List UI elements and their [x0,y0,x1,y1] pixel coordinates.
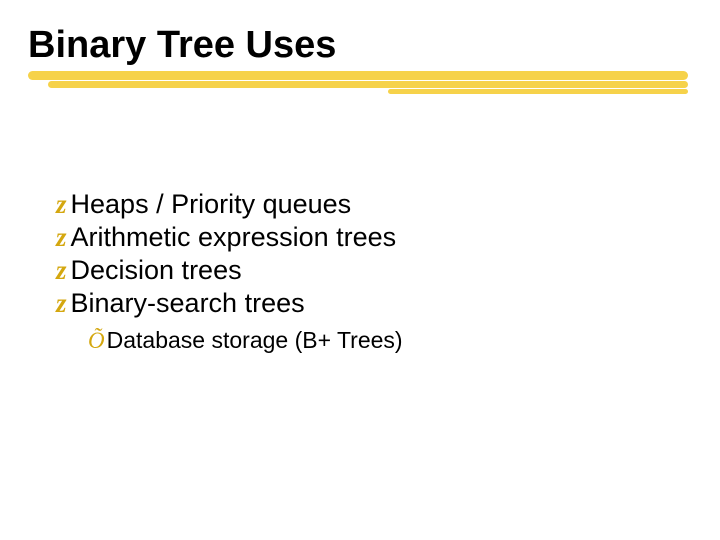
sub-bullet-icon: Õ [88,328,105,354]
content-area: z Heaps / Priority queues z Arithmetic e… [28,189,692,354]
list-item: z Decision trees [56,255,692,286]
slide-title: Binary Tree Uses [28,24,692,67]
sub-list-item-text: Database storage (B+ Trees) [107,327,403,354]
underline-stroke [48,81,688,88]
list-item-text: Binary-search trees [71,288,305,319]
list-item: z Arithmetic expression trees [56,222,692,253]
bullet-icon: z [56,288,67,319]
underline-stroke [28,71,688,80]
title-underline [28,71,692,97]
list-item-text: Decision trees [71,255,242,286]
bullet-icon: z [56,255,67,286]
sub-list: Õ Database storage (B+ Trees) [56,327,692,354]
list-item: z Heaps / Priority queues [56,189,692,220]
slide: Binary Tree Uses z Heaps / Priority queu… [0,0,720,540]
underline-stroke [388,89,688,94]
list-item-text: Heaps / Priority queues [71,189,352,220]
bullet-icon: z [56,189,67,220]
list-item-text: Arithmetic expression trees [71,222,397,253]
sub-list-item: Õ Database storage (B+ Trees) [88,327,692,354]
bullet-icon: z [56,222,67,253]
list-item: z Binary-search trees [56,288,692,319]
